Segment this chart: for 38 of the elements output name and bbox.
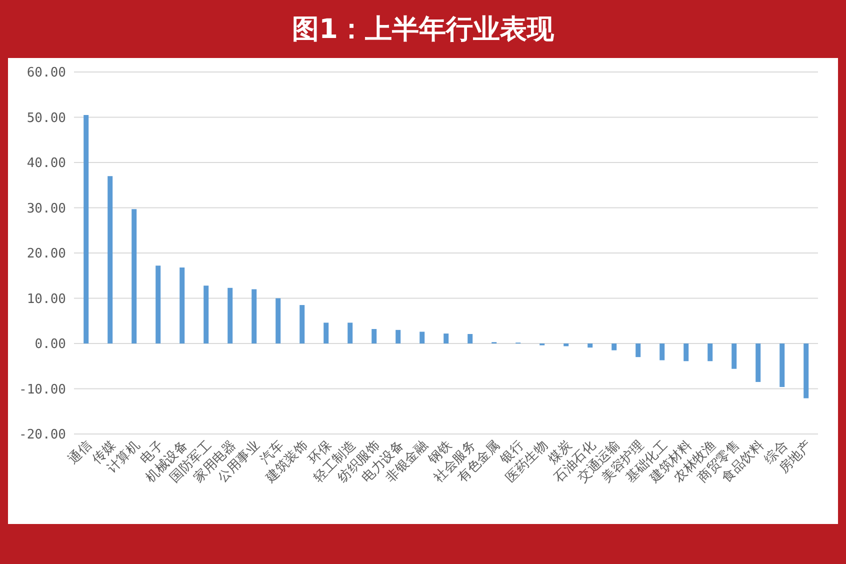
bar xyxy=(804,344,809,398)
bar xyxy=(108,176,113,344)
bar xyxy=(372,329,377,344)
bar xyxy=(660,344,665,360)
y-tick-label: 40.00 xyxy=(26,156,66,172)
bar xyxy=(468,334,473,344)
y-tick-label: -20.00 xyxy=(19,428,66,443)
bar xyxy=(588,344,593,348)
bar xyxy=(252,289,257,344)
y-tick-label: 0.00 xyxy=(34,337,66,352)
bar xyxy=(276,298,281,344)
y-tick-label: 60.00 xyxy=(26,66,66,81)
bar xyxy=(84,114,89,344)
bar xyxy=(708,344,713,362)
bar xyxy=(684,344,689,362)
bar xyxy=(132,209,137,344)
bar xyxy=(564,344,569,346)
bar xyxy=(636,344,641,358)
y-tick-label: 30.00 xyxy=(26,201,66,216)
bar xyxy=(732,344,737,369)
bar xyxy=(180,267,185,344)
bar xyxy=(324,322,329,344)
bar xyxy=(156,266,161,344)
bar xyxy=(612,344,617,350)
bar xyxy=(204,286,209,344)
bar xyxy=(756,344,761,382)
y-tick-label: 50.00 xyxy=(26,110,66,126)
y-tick-label: 20.00 xyxy=(26,246,66,262)
chart-title: 图1：上半年行业表现 xyxy=(291,13,555,47)
bar xyxy=(444,334,449,344)
bar xyxy=(348,322,353,344)
bar xyxy=(420,332,425,344)
bar xyxy=(396,330,401,344)
y-tick-label: 10.00 xyxy=(26,292,66,307)
bar xyxy=(780,344,785,387)
bar xyxy=(228,288,233,344)
bar xyxy=(300,305,305,344)
y-tick-label: -10.00 xyxy=(19,382,66,398)
